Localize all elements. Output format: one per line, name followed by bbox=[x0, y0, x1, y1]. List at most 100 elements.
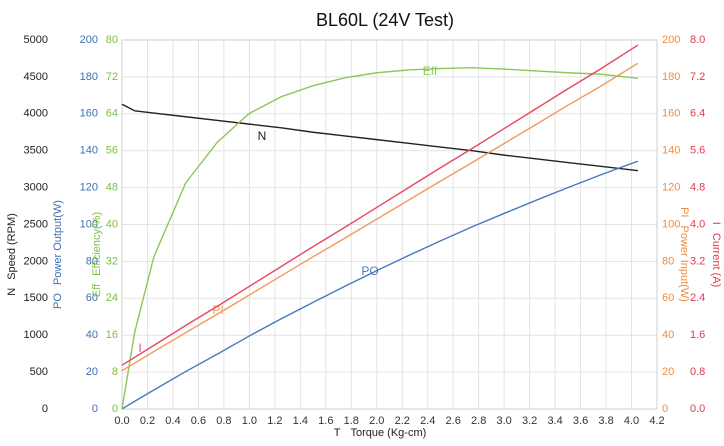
y-tick-label: 56 bbox=[106, 145, 118, 157]
y-tick-label: 3000 bbox=[24, 182, 48, 194]
y-tick-label: 20 bbox=[86, 366, 98, 378]
y-tick-label: 0 bbox=[662, 403, 668, 415]
y-axis-symbol: PI bbox=[678, 207, 690, 217]
series-label: I bbox=[138, 341, 141, 355]
x-tick-label: 0.8 bbox=[216, 415, 231, 427]
y-tick-label: 40 bbox=[86, 329, 98, 341]
series-line bbox=[121, 66, 638, 410]
y-axis-title: I Current (A) bbox=[710, 222, 722, 287]
y-tick-label: 20 bbox=[662, 366, 674, 378]
series-label: PI bbox=[212, 303, 223, 317]
y-tick-label: 0 bbox=[92, 403, 98, 415]
y-tick-label: 200 bbox=[80, 34, 98, 46]
y-tick-label: 2.4 bbox=[690, 292, 705, 304]
y-tick-label: 60 bbox=[86, 292, 98, 304]
y-tick-label: 160 bbox=[662, 108, 680, 120]
y-axis-label: Power Input(W) bbox=[678, 225, 690, 301]
x-tick-label: 3.2 bbox=[522, 415, 537, 427]
y-tick-label: 120 bbox=[662, 182, 680, 194]
y-tick-label: 5000 bbox=[24, 34, 48, 46]
y-tick-label: 3500 bbox=[24, 145, 48, 157]
y-tick-label: 3.2 bbox=[690, 255, 705, 267]
y-tick-label: 180 bbox=[80, 71, 98, 83]
y-tick-label: 200 bbox=[662, 34, 680, 46]
y-tick-label: 48 bbox=[106, 182, 118, 194]
y-tick-label: 5.6 bbox=[690, 145, 705, 157]
y-tick-label: 40 bbox=[662, 329, 674, 341]
y-tick-label: 160 bbox=[80, 108, 98, 120]
y-tick-label: 100 bbox=[80, 218, 98, 230]
x-tick-label: 1.8 bbox=[344, 415, 359, 427]
y-tick-label: 16 bbox=[106, 329, 118, 341]
series-label: Eff bbox=[423, 64, 438, 78]
y-tick-label: 1000 bbox=[24, 329, 48, 341]
y-tick-label: 60 bbox=[662, 292, 674, 304]
series-line bbox=[121, 160, 639, 410]
y-tick-label: 72 bbox=[106, 71, 118, 83]
y-tick-label: 140 bbox=[662, 145, 680, 157]
x-tick-label: 3.4 bbox=[547, 415, 562, 427]
y-tick-label: 180 bbox=[662, 71, 680, 83]
y-axis-title: N Speed (RPM) bbox=[6, 213, 18, 296]
y-tick-label: 2000 bbox=[24, 255, 48, 267]
y-axis-label: Efficiency(%) bbox=[91, 212, 103, 276]
x-tick-label: 3.6 bbox=[573, 415, 588, 427]
y-tick-label: 4000 bbox=[24, 108, 48, 120]
y-axis-symbol: PO bbox=[52, 293, 64, 309]
y-axis-symbol: N bbox=[6, 288, 18, 296]
chart-title: BL60L (24V Test) bbox=[316, 10, 454, 30]
x-tick-label: 0.4 bbox=[165, 415, 180, 427]
y-axis-label: Current (A) bbox=[710, 233, 722, 287]
x-axis-label: Torque (Kg-cm) bbox=[350, 427, 426, 439]
y-axis-symbol: Eff bbox=[91, 283, 103, 297]
y-tick-label: 7.2 bbox=[690, 71, 705, 83]
y-tick-label: 6.4 bbox=[690, 108, 705, 120]
y-axis-label: Speed (RPM) bbox=[6, 213, 18, 280]
y-tick-label: 4.0 bbox=[690, 218, 705, 230]
y-tick-label: 140 bbox=[80, 145, 98, 157]
y-tick-label: 1500 bbox=[24, 292, 48, 304]
y-tick-label: 120 bbox=[80, 182, 98, 194]
y-axis-title: PI Power Input(W) bbox=[678, 207, 690, 302]
series-line bbox=[121, 103, 638, 172]
x-tick-label: 1.6 bbox=[318, 415, 333, 427]
y-axis-title: PO Power Output(W) bbox=[52, 200, 64, 309]
y-axis-title: Eff Efficiency(%) bbox=[91, 212, 103, 297]
plot-frame bbox=[121, 39, 658, 410]
y-tick-label: 40 bbox=[106, 218, 118, 230]
y-tick-label: 100 bbox=[662, 218, 680, 230]
y-tick-label: 8 bbox=[112, 366, 118, 378]
y-tick-label: 80 bbox=[662, 255, 674, 267]
y-tick-label: 4.8 bbox=[690, 182, 705, 194]
x-tick-label: 2.8 bbox=[471, 415, 486, 427]
series-label: N bbox=[258, 129, 267, 143]
y-tick-label: 80 bbox=[106, 34, 118, 46]
y-tick-label: 0.0 bbox=[690, 403, 705, 415]
x-tick-label: 1.4 bbox=[293, 415, 308, 427]
y-tick-label: 80 bbox=[86, 255, 98, 267]
y-axis-symbol: I bbox=[710, 222, 722, 225]
x-tick-label: 0.2 bbox=[140, 415, 155, 427]
y-tick-label: 0.8 bbox=[690, 366, 705, 378]
y-tick-label: 24 bbox=[106, 292, 118, 304]
y-tick-label: 0 bbox=[42, 403, 48, 415]
series-line bbox=[121, 44, 639, 366]
x-tick-label: 2.0 bbox=[369, 415, 384, 427]
x-axis-symbol: T bbox=[334, 427, 341, 439]
y-tick-label: 4500 bbox=[24, 71, 48, 83]
x-tick-label: 4.2 bbox=[649, 415, 664, 427]
x-tick-label: 2.2 bbox=[395, 415, 410, 427]
x-tick-label: 2.6 bbox=[446, 415, 461, 427]
y-tick-label: 500 bbox=[30, 366, 48, 378]
y-tick-label: 32 bbox=[106, 255, 118, 267]
x-tick-label: 2.4 bbox=[420, 415, 435, 427]
x-axis-title: T Torque (Kg-cm) bbox=[334, 427, 427, 439]
x-tick-label: 3.0 bbox=[496, 415, 511, 427]
x-tick-label: 3.8 bbox=[598, 415, 613, 427]
y-tick-label: 8.0 bbox=[690, 34, 705, 46]
y-tick-label: 64 bbox=[106, 108, 118, 120]
y-tick-label: 2500 bbox=[24, 218, 48, 230]
y-axis-label: Power Output(W) bbox=[52, 200, 64, 285]
